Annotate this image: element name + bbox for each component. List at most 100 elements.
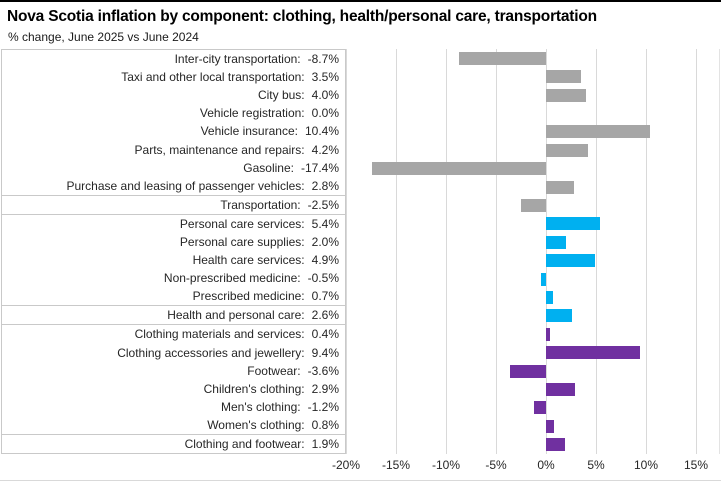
bar <box>546 70 581 84</box>
category-value: 0.0% <box>311 106 339 121</box>
category-value: 4.9% <box>311 253 339 268</box>
category-value: 10.4% <box>304 124 339 139</box>
chart-title: Nova Scotia inflation by component: clot… <box>7 8 597 25</box>
category-value: 3.5% <box>311 70 339 85</box>
bar <box>546 309 572 323</box>
category-label: Non-prescribed medicine: <box>163 271 301 286</box>
category-label: Children's clothing: <box>203 381 305 396</box>
category-value: 4.2% <box>311 142 339 157</box>
chart-subtitle: % change, June 2025 vs June 2024 <box>8 30 199 44</box>
category-label-row: Parts, maintenance and repairs: 4.2% <box>2 140 345 158</box>
bar <box>546 254 595 268</box>
category-value: -3.6% <box>307 363 339 378</box>
category-label-row: Purchase and leasing of passenger vehicl… <box>2 177 345 195</box>
x-tick-label: 10% <box>633 458 659 472</box>
gridline--15 <box>396 49 397 454</box>
category-label-row: Personal care supplies: 2.0% <box>2 233 345 251</box>
category-value: -2.5% <box>307 197 339 212</box>
gridline-0 <box>546 49 547 454</box>
category-label: City bus: <box>257 88 305 103</box>
category-value: 2.0% <box>311 234 339 249</box>
bar <box>546 327 550 341</box>
bar <box>546 143 588 157</box>
plot-area: Inter-city transportation: -8.7% Taxi and … <box>0 49 721 472</box>
category-value: 2.8% <box>311 178 339 193</box>
bar <box>546 88 586 102</box>
category-value: -1.2% <box>307 399 339 414</box>
category-value: -17.4% <box>300 160 339 175</box>
category-label-row: Women's clothing: 0.8% <box>2 416 345 434</box>
category-label: Clothing accessories and jewellery: <box>117 345 305 360</box>
bar <box>372 162 546 176</box>
x-tick-label: -10% <box>431 458 460 472</box>
category-value: 5.4% <box>311 216 339 231</box>
category-label-row: Health and personal care: 2.6% <box>2 305 345 326</box>
category-value: 1.9% <box>311 437 339 452</box>
category-label: Clothing and footwear: <box>184 437 305 452</box>
category-value: 0.4% <box>311 327 339 342</box>
gridline-10 <box>646 49 647 454</box>
gridline--10 <box>446 49 447 454</box>
x-tick-label: -20% <box>331 458 360 472</box>
category-label-row: Transportation: -2.5% <box>2 194 345 215</box>
bar <box>546 438 565 452</box>
category-label-row: Footwear: -3.6% <box>2 362 345 380</box>
category-label: Health and personal care: <box>167 308 305 323</box>
x-tick-label: 5% <box>587 458 605 472</box>
category-label: Transportation: <box>220 197 301 212</box>
category-value: 2.9% <box>311 381 339 396</box>
category-label-row: Vehicle registration: 0.0% <box>2 104 345 122</box>
category-value: 2.6% <box>311 308 339 323</box>
category-label: Men's clothing: <box>220 399 301 414</box>
category-label: Clothing materials and services: <box>134 327 305 342</box>
category-label-row: Health care services: 4.9% <box>2 251 345 269</box>
bar <box>546 291 553 305</box>
category-label-row: Vehicle insurance: 10.4% <box>2 122 345 140</box>
gridline-5 <box>596 49 597 454</box>
category-label: Women's clothing: <box>207 417 305 432</box>
bar <box>521 198 546 212</box>
gridline-15 <box>696 49 697 454</box>
gridline--5 <box>496 49 497 454</box>
bar <box>459 51 546 65</box>
category-label: Gasoline: <box>243 160 294 175</box>
category-label: Purchase and leasing of passenger vehicl… <box>66 178 305 193</box>
bar <box>546 419 554 433</box>
category-label-panel: Inter-city transportation: -8.7% Taxi and … <box>1 49 346 454</box>
gridline--20 <box>346 49 347 454</box>
category-label: Vehicle registration: <box>199 106 305 121</box>
bar <box>546 180 574 194</box>
category-value: -8.7% <box>307 52 339 67</box>
category-label-row: Non-prescribed medicine: -0.5% <box>2 269 345 287</box>
x-tick-label: -5% <box>485 458 507 472</box>
category-label-row: Taxi and other local transportation: 3.5% <box>2 68 345 86</box>
category-label-row: Gasoline: -17.4% <box>2 159 345 177</box>
category-label: Prescribed medicine: <box>192 289 305 304</box>
category-label: Health care services: <box>192 253 305 268</box>
category-label-row: Personal care services: 5.4% <box>2 215 345 233</box>
bar <box>546 235 566 249</box>
category-label-row: Inter-city transportation: -8.7% <box>2 50 345 68</box>
category-label-row: City bus: 4.0% <box>2 86 345 104</box>
x-tick-label: -15% <box>381 458 410 472</box>
category-value: 9.4% <box>311 345 339 360</box>
bar <box>541 272 546 286</box>
bar <box>510 364 546 378</box>
category-label-row: Prescribed medicine: 0.7% <box>2 287 345 305</box>
bar <box>546 346 640 360</box>
category-label-row: Children's clothing: 2.9% <box>2 380 345 398</box>
category-label-row: Clothing and footwear: 1.9% <box>2 433 345 453</box>
category-value: -0.5% <box>307 271 339 286</box>
plot-right-border <box>719 49 720 454</box>
category-label: Taxi and other local transportation: <box>121 70 305 85</box>
category-label-row: Men's clothing: -1.2% <box>2 398 345 416</box>
category-label: Footwear: <box>247 363 301 378</box>
category-label: Inter-city transportation: <box>174 52 301 67</box>
category-label-row: Clothing materials and services: 0.4% <box>2 325 345 343</box>
category-label: Personal care services: <box>179 216 305 231</box>
category-label: Personal care supplies: <box>179 234 305 249</box>
bar <box>534 401 546 415</box>
x-tick-label: 15% <box>683 458 709 472</box>
x-tick-label: 0% <box>537 458 555 472</box>
